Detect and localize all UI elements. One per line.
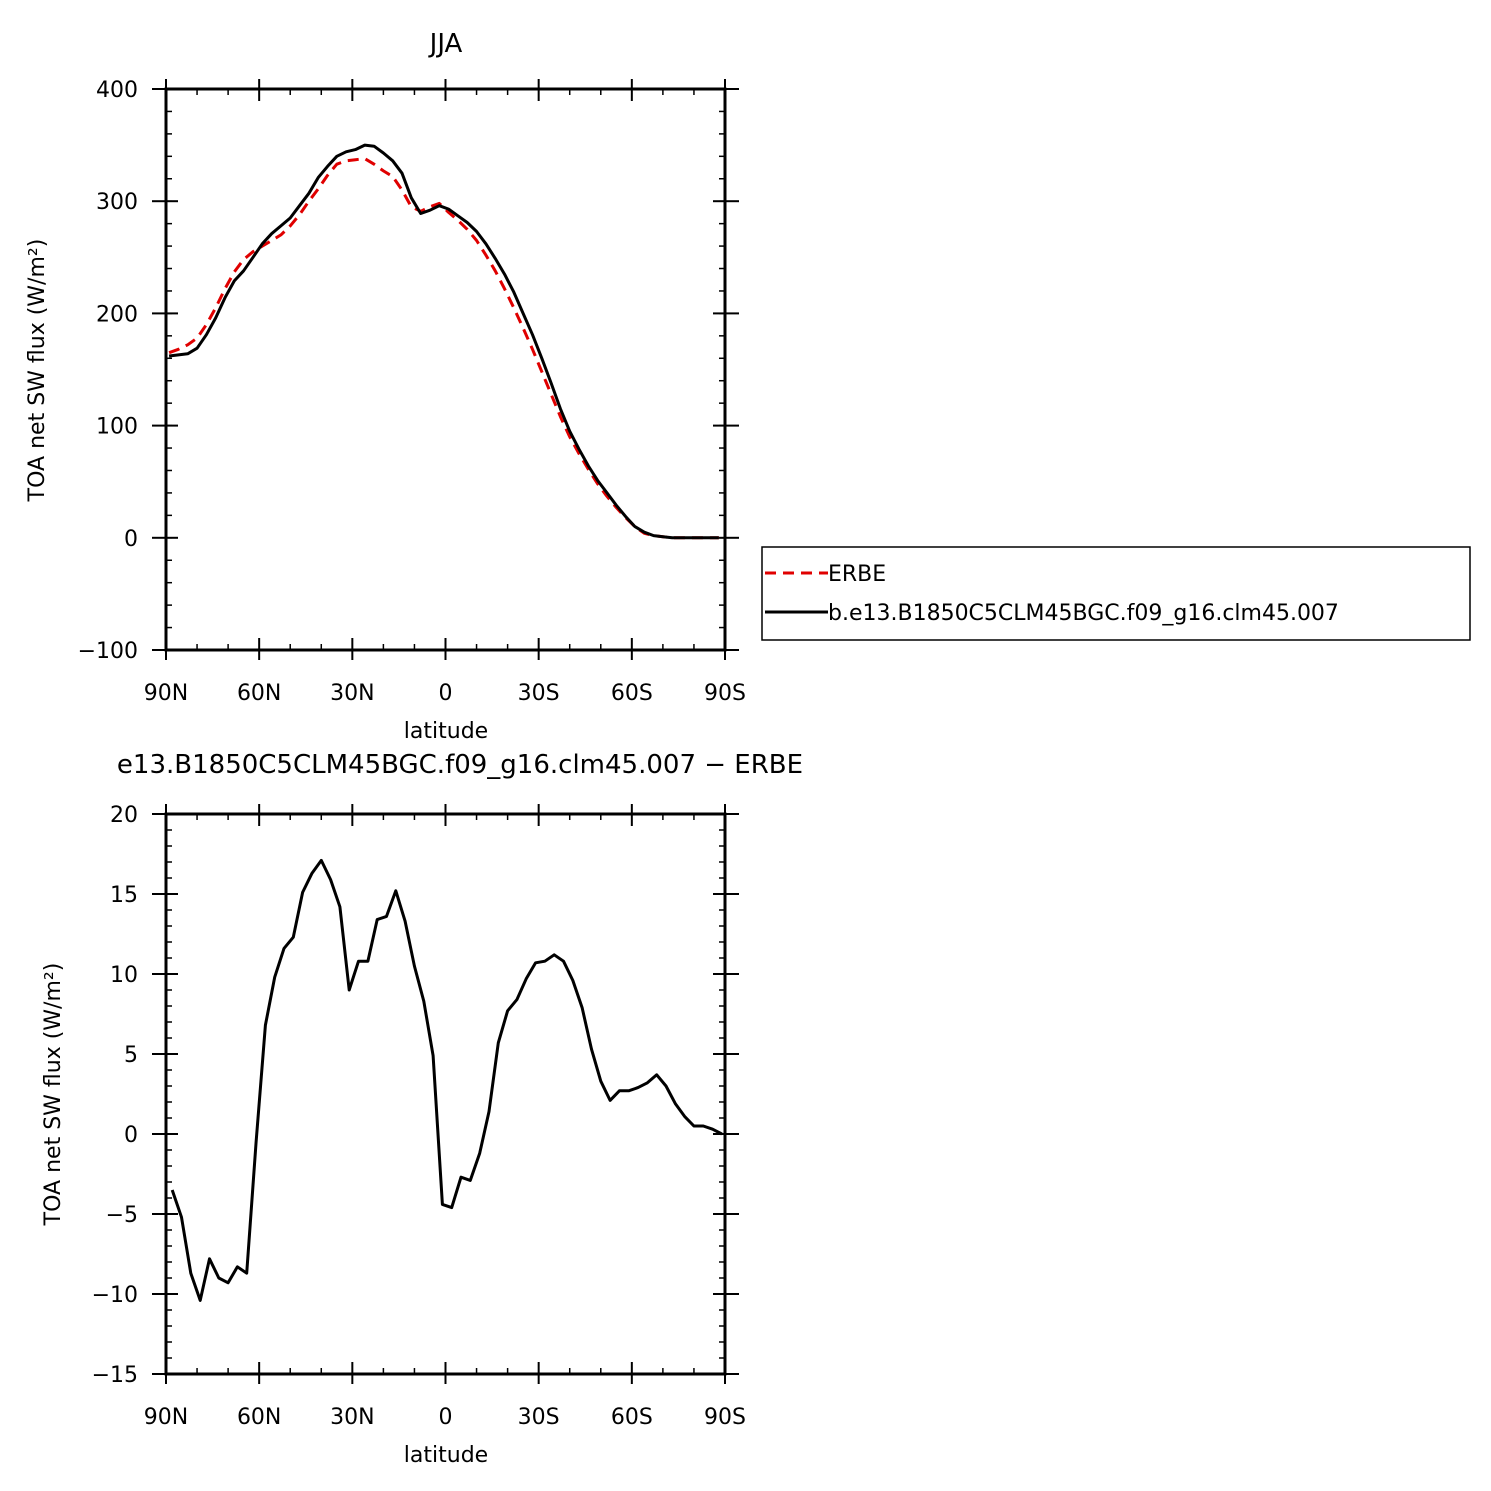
bottom-y-tick-label: 5: [124, 1043, 138, 1068]
top-x-tick-label: 60N: [237, 681, 281, 706]
bottom-x-tick-label: 0: [439, 1405, 453, 1430]
top-x-tick-label: 60S: [611, 681, 653, 706]
bottom-x-tick-label: 90N: [144, 1405, 188, 1430]
bottom-series-layer: [170, 858, 723, 1302]
top-series-line-0: [168, 157, 719, 540]
top-plot-frame: [164, 87, 727, 652]
top-x-axis-label: latitude: [404, 719, 488, 744]
bottom-series-line-0: [170, 858, 723, 1302]
bottom-x-tick-label: 90S: [704, 1405, 746, 1430]
bottom-y-tick-label: 20: [110, 803, 138, 828]
bottom-x-tick-label: 30N: [330, 1405, 374, 1430]
top-y-tick-label: 0: [124, 527, 138, 552]
legend-label-model: b.e13.B1850C5CLM45BGC.f09_g16.clm45.007: [828, 601, 1339, 626]
top-panel: JJA 90N 60N 30N 0 30S 60S 90S 400 300 200 100 0 −100…: [25, 29, 746, 744]
top-y-tick-label: 100: [96, 415, 138, 440]
top-y-tick-label: 200: [96, 302, 138, 327]
top-x-tick-label: 30S: [518, 681, 560, 706]
top-y-tick-label: 300: [96, 190, 138, 215]
top-axes-ticks: 90N 60N 30N 0 30S 60S 90S 400 300 200 100 0 −100: [78, 78, 746, 706]
top-x-tick-label: 90S: [704, 681, 746, 706]
top-series-line-1: [168, 143, 719, 540]
bottom-y-tick-label: 0: [124, 1123, 138, 1148]
bottom-panel-title: e13.B1850C5CLM45BGC.f09_g16.clm45.007 − …: [117, 750, 803, 780]
top-x-tick-label: 30N: [330, 681, 374, 706]
legend-box: [761, 546, 1471, 641]
bottom-y-tick-label: −10: [92, 1283, 138, 1308]
bottom-panel: e13.B1850C5CLM45BGC.f09_g16.clm45.007 − …: [41, 750, 803, 1468]
bottom-y-tick-label: 15: [110, 883, 138, 908]
top-x-tick-label: 90N: [144, 681, 188, 706]
legend: ERBE b.e13.B1850C5CLM45BGC.f09_g16.clm45…: [761, 546, 1471, 641]
bottom-y-tick-label: −5: [106, 1203, 138, 1228]
bottom-x-tick-label: 60N: [237, 1405, 281, 1430]
bottom-y-axis-label: TOA net SW flux (W/m²): [41, 963, 66, 1227]
top-x-tick-label: 0: [439, 681, 453, 706]
top-panel-title: JJA: [428, 29, 463, 59]
top-y-axis-label: TOA net SW flux (W/m²): [25, 239, 50, 503]
bottom-y-tick-label: 10: [110, 963, 138, 988]
top-y-tick-label: 400: [96, 78, 138, 103]
bottom-axes-ticks: 90N 60N 30N 0 30S 60S 90S 20 15 10 5 0 −5 −10 −15: [92, 803, 746, 1430]
bottom-x-tick-label: 30S: [518, 1405, 560, 1430]
top-series-layer: [168, 143, 719, 540]
bottom-y-tick-label: −15: [92, 1363, 138, 1388]
bottom-x-tick-label: 60S: [611, 1405, 653, 1430]
bottom-plot-frame: [164, 812, 727, 1376]
bottom-x-axis-label: latitude: [404, 1443, 488, 1468]
legend-label-erbe: ERBE: [828, 562, 886, 587]
top-y-tick-label: −100: [78, 639, 138, 664]
